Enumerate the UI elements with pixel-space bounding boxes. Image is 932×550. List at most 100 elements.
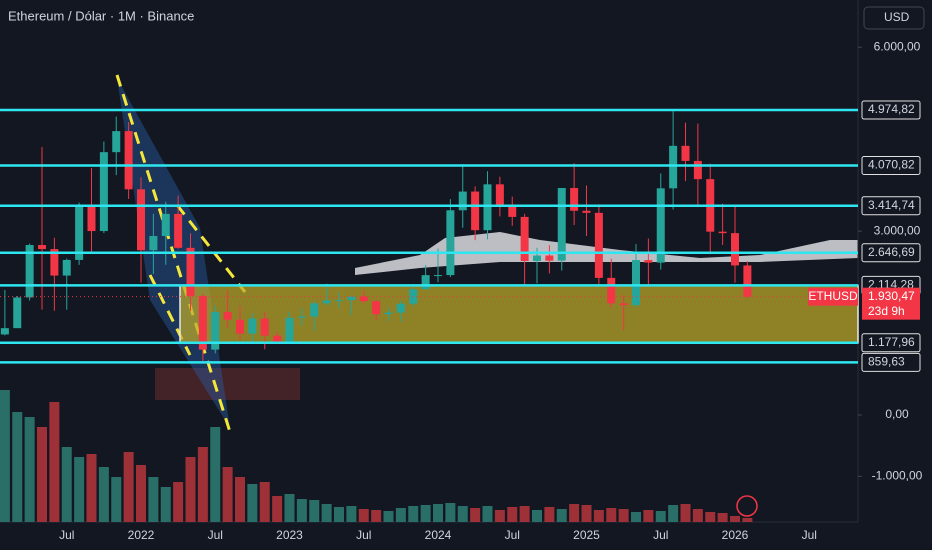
alert-icon[interactable]	[736, 495, 758, 517]
volume-bar	[668, 505, 679, 522]
volume-bar	[272, 496, 283, 522]
volume-bar	[445, 503, 456, 522]
volume-bar	[494, 510, 505, 522]
candle-body	[434, 275, 442, 277]
x-tick-label: Jul	[653, 528, 668, 542]
candle-body	[137, 189, 145, 251]
candle-body	[297, 316, 306, 318]
candle-body	[359, 296, 368, 302]
volume-bar	[321, 504, 332, 522]
volume-bar	[0, 390, 10, 522]
candle-body	[198, 295, 207, 350]
volume-bar	[111, 477, 122, 522]
volume-bar	[98, 467, 109, 522]
volume-bar	[420, 505, 431, 522]
y-tick-label: -1.000,00	[872, 469, 923, 483]
level-label-box	[861, 352, 921, 372]
volume-bar	[457, 506, 468, 522]
volume-bar	[593, 510, 604, 522]
candle-body	[211, 312, 220, 350]
candle-body	[310, 303, 319, 317]
candle-body	[718, 231, 727, 234]
volume-bar	[643, 510, 654, 522]
x-tick-label: 2025	[573, 528, 600, 542]
volume-bar	[618, 509, 629, 522]
price-label-box	[862, 287, 920, 320]
volume-bar	[136, 465, 146, 522]
x-tick-label: 2022	[128, 528, 155, 542]
volume-bar	[433, 504, 443, 522]
candle-body	[0, 328, 9, 335]
x-tick-label: Jul	[59, 528, 74, 542]
candle-body	[520, 216, 529, 261]
candle-body	[161, 213, 170, 237]
volume-bar	[470, 508, 481, 522]
candle-body	[743, 265, 752, 297]
volume-bar	[173, 482, 184, 522]
volume-bar	[247, 484, 258, 522]
candle-body	[87, 204, 96, 232]
volume-bar	[334, 507, 344, 522]
candle-body	[335, 300, 343, 302]
candle-body	[13, 297, 22, 329]
volume-bar	[581, 505, 592, 522]
volume-bar	[12, 412, 23, 522]
volume-bar	[309, 500, 320, 522]
volume-bar	[395, 508, 406, 522]
price-countdown: 23d 9h	[868, 304, 905, 318]
candle-body	[285, 317, 294, 342]
red-zone	[155, 368, 300, 400]
candle-body	[99, 152, 108, 232]
level-label-box	[861, 196, 921, 216]
volume-bar	[482, 506, 493, 522]
currency-button[interactable]	[863, 6, 925, 30]
candle-body	[62, 259, 71, 276]
candle-body	[570, 188, 579, 211]
volume-bar	[742, 518, 753, 522]
candle-body	[693, 160, 702, 180]
candle-body	[632, 260, 640, 306]
candle-body	[384, 312, 393, 315]
price-name: ETHUSD	[808, 289, 858, 303]
candle-body	[260, 318, 269, 336]
volume-bar	[556, 509, 567, 522]
volume-bar	[569, 504, 580, 522]
volume-bar	[61, 447, 72, 522]
volume-bar	[383, 511, 394, 522]
volume-bar	[680, 504, 691, 522]
candle-body	[409, 289, 418, 304]
level-label-box	[861, 243, 921, 263]
candle-body	[347, 296, 356, 301]
candle-body	[731, 233, 739, 266]
volume-bar	[655, 511, 666, 522]
candle-body	[607, 277, 616, 304]
volume-bar	[235, 477, 245, 522]
volume-bar	[37, 427, 47, 522]
candle-body	[644, 260, 653, 263]
currency: USD	[884, 10, 910, 24]
candle-body	[446, 210, 455, 276]
x-tick-label: 2024	[425, 528, 452, 542]
volume-bar	[371, 510, 382, 522]
candle-body	[656, 188, 665, 263]
x-tick-label: Jul	[356, 528, 371, 542]
candle-body	[582, 210, 591, 213]
candle-body	[483, 184, 492, 231]
volume-bar	[408, 506, 419, 522]
volume-bar	[507, 507, 518, 522]
chart-title: Ethereum / Dólar · 1M · Binance	[8, 8, 194, 23]
volume-bar	[49, 402, 60, 522]
zone	[179, 284, 859, 344]
y-tick-label: 0,00	[885, 407, 909, 421]
volume-bar	[284, 494, 295, 522]
volume-bar	[730, 516, 740, 522]
volume-bar	[692, 509, 703, 522]
x-tick-label: 2026	[722, 528, 749, 542]
dashed-line	[148, 274, 192, 356]
candle-body	[458, 191, 467, 211]
volume-bar	[185, 457, 196, 522]
candle-body	[669, 145, 678, 189]
